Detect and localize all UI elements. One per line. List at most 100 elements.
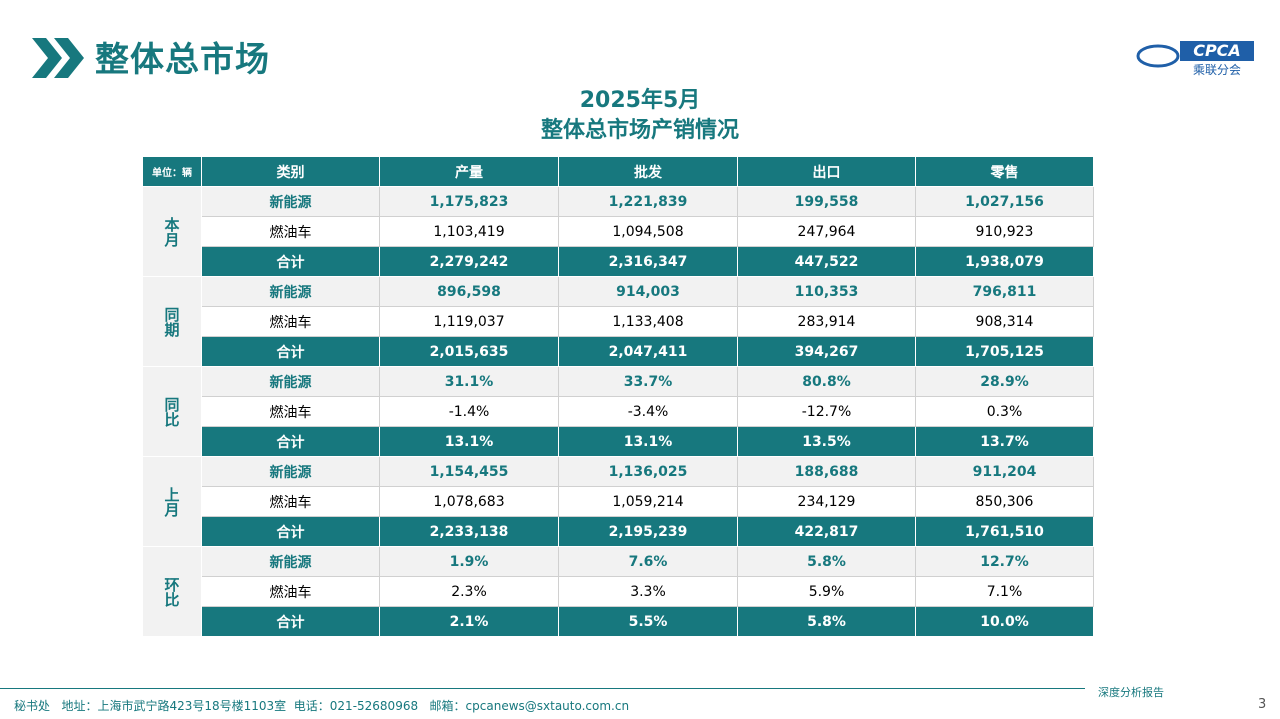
cell: 199,558 xyxy=(737,186,916,217)
table-row: 同比 新能源 31.1% 33.7% 80.8% 28.9% xyxy=(142,366,1094,457)
cell: 2.1% xyxy=(379,606,559,637)
table-row: 合计 2,279,242 2,316,347 447,522 1,938,079 xyxy=(143,246,1094,277)
cell: 2,015,635 xyxy=(379,336,559,367)
cell: 911,204 xyxy=(915,456,1094,487)
cell: 247,964 xyxy=(737,216,916,247)
page-number: 3 xyxy=(1258,697,1267,712)
table-row: 燃油车 2.3% 3.3% 5.9% 7.1% xyxy=(143,576,1094,607)
row-label: 合计 xyxy=(201,516,380,547)
column-header: 产量 xyxy=(379,156,559,187)
group-label: 同比 xyxy=(142,366,202,457)
cell: -12.7% xyxy=(737,396,916,427)
cell: 1.9% xyxy=(379,546,559,577)
row-label: 燃油车 xyxy=(201,486,380,517)
cell: 5.8% xyxy=(737,606,916,637)
table-row: 燃油车 -1.4% -3.4% -12.7% 0.3% xyxy=(143,396,1094,427)
row-label: 新能源 xyxy=(201,366,380,397)
table-row: 上月 新能源 1,154,455 1,136,025 188,688 911,204 xyxy=(142,456,1094,547)
cell: 1,094,508 xyxy=(558,216,738,247)
row-label: 燃油车 xyxy=(201,216,380,247)
cell: 7.1% xyxy=(915,576,1094,607)
row-label: 新能源 xyxy=(201,276,380,307)
slide-title: 整体总市场 xyxy=(95,40,270,80)
cell: 1,027,156 xyxy=(915,186,1094,217)
cell: 3.3% xyxy=(558,576,738,607)
cell: 188,688 xyxy=(737,456,916,487)
cell: 5.9% xyxy=(737,576,916,607)
cell: 1,705,125 xyxy=(915,336,1094,367)
row-label: 燃油车 xyxy=(201,306,380,337)
table-row: 同期 新能源 896,598 914,003 110,353 796,811 xyxy=(142,276,1094,367)
cell: 13.5% xyxy=(737,426,916,457)
cell: 1,938,079 xyxy=(915,246,1094,277)
cell: 914,003 xyxy=(558,276,738,307)
cell: 2,047,411 xyxy=(558,336,738,367)
cell: 1,059,214 xyxy=(558,486,738,517)
data-table: 单位：辆 类别 产量 批发 出口 零售 本月 新能源 1,175,823 1,221,839 199… xyxy=(142,156,1094,637)
column-header: 类别 xyxy=(201,156,380,187)
row-label: 合计 xyxy=(201,606,380,637)
row-label: 新能源 xyxy=(201,186,380,217)
header-row: 单位：辆 类别 产量 批发 出口 零售 xyxy=(142,156,1094,187)
cell: 2,316,347 xyxy=(558,246,738,277)
row-label: 合计 xyxy=(201,246,380,277)
cell: 2,233,138 xyxy=(379,516,559,547)
cell: -1.4% xyxy=(379,396,559,427)
table-row: 本月 新能源 1,175,823 1,221,839 199,558 1,027,156 xyxy=(142,186,1094,277)
cell: 28.9% xyxy=(915,366,1094,397)
unit-label: 单位：辆 xyxy=(142,156,202,187)
column-header: 零售 xyxy=(915,156,1094,187)
cell: 283,914 xyxy=(737,306,916,337)
cell: -3.4% xyxy=(558,396,738,427)
cell: 5.8% xyxy=(737,546,916,577)
cell: 110,353 xyxy=(737,276,916,307)
group-label: 同期 xyxy=(142,276,202,367)
cell: 796,811 xyxy=(915,276,1094,307)
cell: 1,119,037 xyxy=(379,306,559,337)
table-row: 合计 2.1% 5.5% 5.8% 10.0% xyxy=(143,606,1094,637)
chevrons xyxy=(32,38,84,78)
table-row: 环比 新能源 1.9% 7.6% 5.8% 12.7% xyxy=(142,546,1094,637)
cell: 234,129 xyxy=(737,486,916,517)
cell: 10.0% xyxy=(915,606,1094,637)
cell: 13.7% xyxy=(915,426,1094,457)
row-label: 新能源 xyxy=(201,546,380,577)
group-label: 上月 xyxy=(142,456,202,547)
column-header: 批发 xyxy=(558,156,738,187)
table-title: 2025年5月 xyxy=(579,88,701,113)
table-row: 合计 2,015,635 2,047,411 394,267 1,705,125 xyxy=(143,336,1094,367)
row-label: 合计 xyxy=(201,336,380,367)
cell: 1,133,408 xyxy=(558,306,738,337)
cell: 12.7% xyxy=(915,546,1094,577)
cell: 1,078,683 xyxy=(379,486,559,517)
cell: 1,221,839 xyxy=(558,186,738,217)
cell: 850,306 xyxy=(915,486,1094,517)
cell: 910,923 xyxy=(915,216,1094,247)
cell: 33.7% xyxy=(558,366,738,397)
cell: 1,136,025 xyxy=(558,456,738,487)
row-label: 新能源 xyxy=(201,456,380,487)
group-label: 本月 xyxy=(142,186,202,277)
cell: 0.3% xyxy=(915,396,1094,427)
row-label: 合计 xyxy=(201,426,380,457)
table-row: 合计 2,233,138 2,195,239 422,817 1,761,510 xyxy=(143,516,1094,547)
cell: 2,279,242 xyxy=(379,246,559,277)
logo-subtext: 乘联分会 xyxy=(1193,63,1241,77)
table-row: 燃油车 1,078,683 1,059,214 234,129 850,306 xyxy=(143,486,1094,517)
cell: 5.5% xyxy=(558,606,738,637)
footer-tagline: 深度分析报告 xyxy=(1098,686,1164,699)
cell: 2.3% xyxy=(379,576,559,607)
cell: 394,267 xyxy=(737,336,916,367)
row-label: 燃油车 xyxy=(201,576,380,607)
cell: 31.1% xyxy=(379,366,559,397)
cell: 896,598 xyxy=(379,276,559,307)
cell: 1,103,419 xyxy=(379,216,559,247)
cell: 447,522 xyxy=(737,246,916,277)
cell: 422,817 xyxy=(737,516,916,547)
column-header: 出口 xyxy=(737,156,916,187)
cell: 2,195,239 xyxy=(558,516,738,547)
cell: 1,761,510 xyxy=(915,516,1094,547)
table-row: 合计 13.1% 13.1% 13.5% 13.7% xyxy=(143,426,1094,457)
cell: 13.1% xyxy=(558,426,738,457)
